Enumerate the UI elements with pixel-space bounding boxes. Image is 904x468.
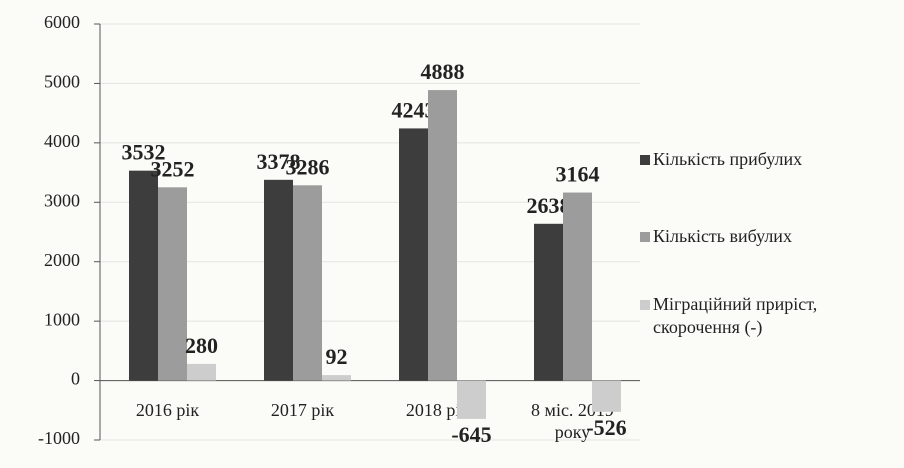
legend-label: Кількість прибулих xyxy=(653,149,803,169)
x-tick-label: 2016 рік xyxy=(135,399,200,420)
y-tick-label: 0 xyxy=(71,369,80,389)
data-label: 92 xyxy=(326,344,348,369)
legend-swatch xyxy=(640,232,650,242)
y-tick-label: 2000 xyxy=(44,250,80,270)
bar xyxy=(592,380,621,412)
data-label: -526 xyxy=(586,415,626,440)
bar xyxy=(158,187,187,381)
legend-label-box: Міграційний приріст, скорочення (-) xyxy=(653,294,818,337)
y-tick-label: 5000 xyxy=(44,72,80,92)
bar xyxy=(399,128,428,381)
bar xyxy=(264,179,293,381)
y-tick-label: 6000 xyxy=(44,12,80,32)
bar xyxy=(563,192,592,381)
y-tick-label: -1000 xyxy=(38,428,80,448)
legend-label-box: Кількість вибулих xyxy=(653,226,792,246)
bar xyxy=(187,363,216,381)
data-label: 3252 xyxy=(151,156,195,181)
legend-label: Міграційний приріст, скорочення (-) xyxy=(653,294,818,337)
x-tick-label: 2018 рік xyxy=(405,399,470,420)
bar xyxy=(129,170,158,381)
data-label: 4888 xyxy=(421,59,465,84)
x-tick-label-box: 2017 рік xyxy=(270,399,335,420)
data-label: 3378 xyxy=(257,149,301,174)
x-tick-label-box: 2018 рік xyxy=(405,399,470,420)
y-tick-label: 1000 xyxy=(44,309,80,329)
data-label: -645 xyxy=(451,422,491,447)
data-label: 3532 xyxy=(122,140,166,165)
legend-swatch xyxy=(640,155,650,165)
data-label: 280 xyxy=(185,333,218,358)
data-label: 3286 xyxy=(286,154,330,179)
bar xyxy=(457,380,486,419)
x-tick-label-box: 2016 рік xyxy=(135,399,200,420)
bar xyxy=(322,375,351,381)
x-tick-label: 2017 рік xyxy=(270,399,335,420)
legend-swatch xyxy=(640,300,650,310)
bar xyxy=(428,90,457,381)
data-label: 3164 xyxy=(556,162,600,187)
bar xyxy=(293,185,322,381)
y-tick-label: 4000 xyxy=(44,131,80,151)
legend-label: Кількість вибулих xyxy=(653,226,792,246)
legend-label-box: Кількість прибулих xyxy=(653,149,803,169)
y-tick-label: 3000 xyxy=(44,190,80,210)
bar xyxy=(534,223,563,381)
